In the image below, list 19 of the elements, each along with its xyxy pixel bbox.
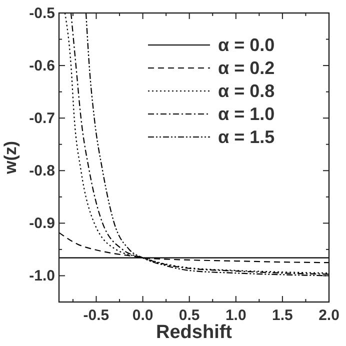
y-tick-label: -0.9 — [29, 215, 55, 232]
y-tick-label: -0.7 — [29, 110, 55, 128]
legend-label: α = 0.8 — [218, 81, 275, 101]
legend-label: α = 1.0 — [218, 104, 275, 124]
x-tick-label: -0.5 — [83, 307, 110, 324]
x-axis-title: Redshift — [156, 322, 233, 343]
legend-label: α = 0.2 — [218, 58, 275, 78]
x-tick-label: 0.0 — [132, 307, 154, 324]
y-tick-label: -0.6 — [29, 58, 55, 75]
x-tick-label: 1.0 — [225, 307, 246, 324]
y-tick-label: -0.8 — [29, 162, 55, 180]
x-tick-label: 2.0 — [318, 307, 340, 324]
y-axis-title: w(z) — [1, 140, 20, 176]
x-tick-label: 1.5 — [272, 307, 293, 324]
y-tick-label: -0.5 — [29, 5, 55, 22]
y-tick-label: -1.0 — [29, 268, 55, 285]
legend-label: α = 0.0 — [218, 35, 275, 55]
legend-label: α = 1.5 — [218, 127, 275, 147]
x-tick-label: 0.5 — [178, 307, 200, 324]
